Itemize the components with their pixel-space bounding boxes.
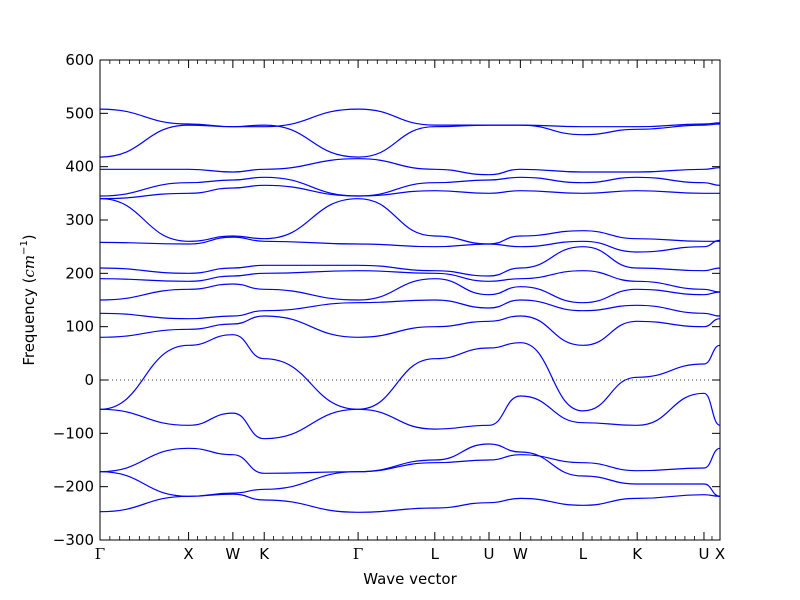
x-tick-label: K <box>632 545 643 563</box>
y-axis-title-exponent: −1 <box>19 240 30 255</box>
phonon-band-2 <box>99 443 721 497</box>
y-tick-label: −200 <box>53 478 94 496</box>
y-axis-title-prefix: Frequency ( <box>20 278 38 366</box>
y-tick-label: 200 <box>65 264 94 282</box>
phonon-band-3 <box>99 447 721 474</box>
x-tick-label: X <box>715 545 725 563</box>
y-tick-label: 500 <box>65 104 94 122</box>
phonon-band-12 <box>99 198 721 253</box>
x-tick-label: W <box>513 545 528 563</box>
phonon-band-7 <box>99 299 721 320</box>
y-tick-label: 300 <box>65 211 94 229</box>
x-tick-label: L <box>579 545 588 563</box>
y-axis-title: Frequency (cm−1) <box>19 234 38 365</box>
phonon-band-15 <box>100 158 721 176</box>
y-tick-label: 100 <box>65 318 94 336</box>
phonon-band-14 <box>99 176 721 197</box>
phonon-band-9 <box>99 270 721 293</box>
y-tick-label: 400 <box>65 158 94 176</box>
phonon-band-11 <box>99 230 720 248</box>
y-ticks: −300 −200 −100 0 100 200 300 400 500 600 <box>53 51 720 549</box>
x-tick-label: U <box>698 545 709 563</box>
y-axis-title-unit: cm <box>20 255 38 278</box>
y-tick-label: −100 <box>53 424 94 442</box>
x-tick-label: W <box>225 545 240 563</box>
phonon-band-4 <box>99 392 721 440</box>
phonon-band-17 <box>99 108 721 128</box>
x-tick-label: Γ <box>353 545 363 563</box>
y-tick-label: −300 <box>53 531 94 549</box>
series-layer <box>99 108 721 513</box>
y-tick-label: 0 <box>84 371 94 389</box>
phonon-band-8 <box>99 278 721 304</box>
phonon-band-10 <box>99 246 721 277</box>
x-tick-label: Γ <box>95 545 105 563</box>
x-tick-label: U <box>484 545 495 563</box>
plot-frame <box>99 59 721 541</box>
y-tick-label: 600 <box>65 51 94 69</box>
x-axis-title: Wave vector <box>363 570 457 588</box>
phonon-band-5 <box>99 334 721 412</box>
x-tick-label: L <box>431 545 440 563</box>
phonon-band-13 <box>99 184 721 200</box>
phonon-band-6 <box>99 315 721 346</box>
phonon-band-1 <box>99 493 721 513</box>
minor-x-ticks <box>109 60 713 540</box>
x-tick-label: K <box>259 545 270 563</box>
y-axis-title-suffix: ) <box>20 234 38 240</box>
x-tick-label: X <box>183 545 193 563</box>
